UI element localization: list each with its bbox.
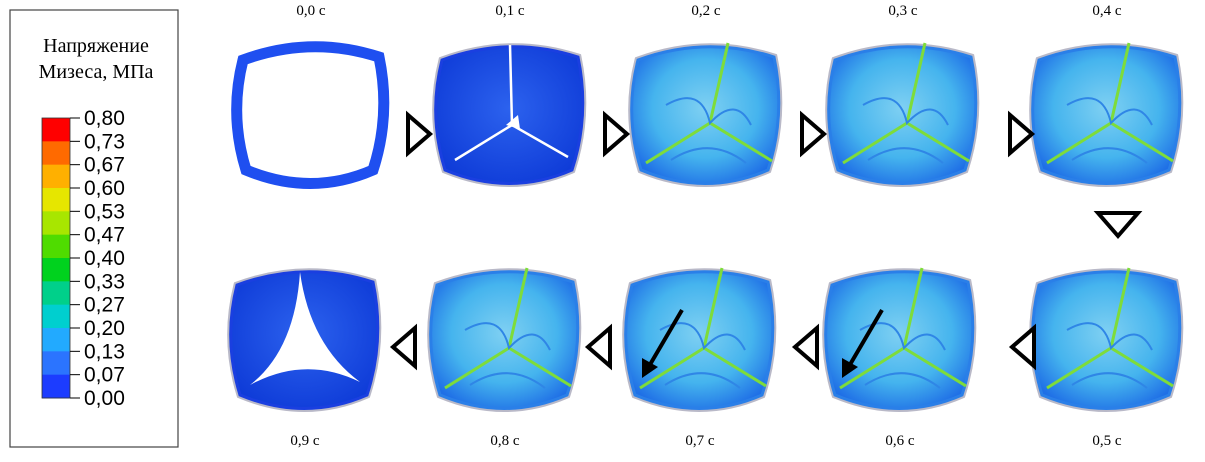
arrow-left bbox=[393, 328, 415, 366]
color-band bbox=[42, 351, 70, 375]
color-band bbox=[42, 258, 70, 282]
frame-label: 0,7 с bbox=[685, 433, 715, 449]
frame-label: 0,2 с bbox=[691, 3, 721, 19]
arrow-right bbox=[802, 115, 824, 153]
frame-label: 0,5 с bbox=[1092, 433, 1122, 449]
valve bbox=[1033, 272, 1180, 409]
color-band bbox=[42, 305, 70, 329]
tick-label: 0,47 bbox=[84, 224, 125, 247]
arrow-left bbox=[1012, 328, 1034, 366]
color-band bbox=[42, 211, 70, 235]
tick-label: 0,07 bbox=[84, 364, 125, 387]
arrow-right bbox=[605, 115, 627, 153]
color-band bbox=[42, 165, 70, 189]
frame-label: 0,6 с bbox=[885, 433, 915, 449]
tick-label: 0,27 bbox=[84, 294, 125, 317]
figure: Напряжение Мизеса, МПа 0,800,730,670,600… bbox=[0, 0, 1205, 457]
frame-label: 0,8 с bbox=[490, 433, 520, 449]
arrow-right bbox=[408, 115, 430, 153]
color-band bbox=[42, 118, 70, 142]
valve bbox=[1033, 47, 1180, 184]
color-band bbox=[42, 188, 70, 212]
valve bbox=[632, 47, 779, 184]
color-band bbox=[42, 235, 70, 259]
tick-label: 0,13 bbox=[84, 340, 125, 363]
tick-label: 0,53 bbox=[84, 200, 125, 223]
frame-label: 0,4 с bbox=[1092, 3, 1122, 19]
tick-label: 0,80 bbox=[84, 107, 125, 130]
tick-label: 0,67 bbox=[84, 154, 125, 177]
tick-label: 0,40 bbox=[84, 247, 125, 270]
tick-label: 0,33 bbox=[84, 270, 125, 293]
arrow-right bbox=[1010, 115, 1032, 153]
arrow-down bbox=[1098, 213, 1138, 236]
frames: 0,0 с 0,1 с 0,2 с 0,3 с 0,4 с 0,5 с 0,6 с 0,7 с… bbox=[231, 3, 1180, 449]
color-band bbox=[42, 281, 70, 305]
color-band bbox=[42, 328, 70, 352]
valve bbox=[626, 272, 773, 409]
valve bbox=[237, 47, 384, 184]
valve bbox=[436, 47, 583, 184]
legend-title: Напряжение bbox=[43, 35, 149, 57]
tick-label: 0,73 bbox=[84, 130, 125, 153]
color-band bbox=[42, 375, 70, 399]
page: {"legend": {"title": ["Напряжение", "Миз… bbox=[0, 0, 1205, 457]
valve bbox=[431, 272, 578, 409]
valve bbox=[826, 272, 973, 409]
valve bbox=[829, 47, 976, 184]
tick-label: 0,20 bbox=[84, 317, 125, 340]
tick-label: 0,60 bbox=[84, 177, 125, 200]
legend-title: Мизеса, МПа bbox=[39, 61, 154, 83]
frame-label: 0,1 с bbox=[495, 3, 525, 19]
frame-label: 0,0 с bbox=[296, 3, 326, 19]
frame-label: 0,3 с bbox=[888, 3, 918, 19]
colorbar: 0,800,730,670,600,530,470,400,330,270,20… bbox=[42, 107, 125, 410]
arrow-left bbox=[795, 328, 817, 366]
arrow-left bbox=[588, 328, 610, 366]
frame-label: 0,9 с bbox=[290, 433, 320, 449]
tick-label: 0,00 bbox=[84, 387, 125, 410]
color-band bbox=[42, 141, 70, 165]
